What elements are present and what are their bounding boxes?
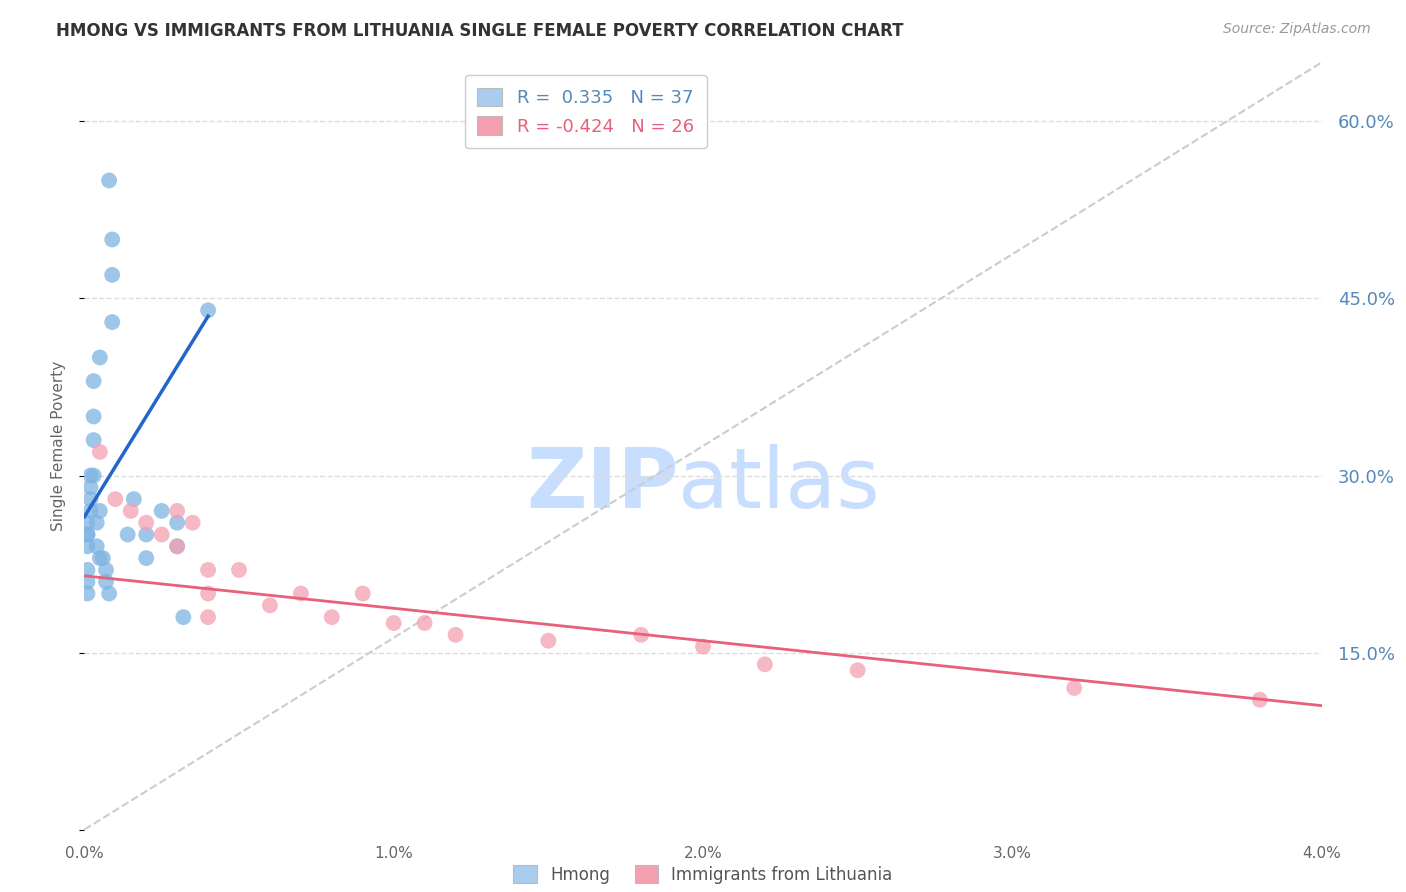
Point (83, 409, 105, 424)
Point (166, 539, 188, 553)
Point (166, 516, 188, 530)
Point (181, 516, 204, 530)
Text: Source: ZipAtlas.com: Source: ZipAtlas.com (1223, 22, 1371, 37)
Point (846, 663, 869, 677)
Point (76, 527, 98, 541)
Point (135, 551, 157, 566)
Point (172, 610, 194, 624)
Point (101, 315, 124, 329)
Point (101, 268, 124, 282)
Text: ZIP: ZIP (526, 444, 678, 524)
Point (76, 516, 98, 530)
Point (692, 640, 714, 654)
Point (79, 504, 101, 518)
Point (79, 468, 101, 483)
Point (166, 539, 188, 553)
Point (91, 551, 114, 566)
Point (135, 516, 157, 530)
Point (290, 586, 312, 600)
Point (135, 527, 157, 541)
Point (94, 574, 117, 589)
Point (76, 563, 98, 577)
Point (444, 628, 467, 642)
Point (98, 586, 121, 600)
Point (413, 615, 436, 630)
Point (259, 599, 281, 613)
Point (76, 574, 98, 589)
Point (150, 504, 173, 518)
Point (76, 527, 98, 541)
Point (228, 563, 250, 577)
Point (83, 374, 105, 388)
Point (321, 610, 343, 624)
Point (89, 351, 111, 365)
Point (98, 173, 121, 187)
Point (150, 527, 173, 541)
Point (120, 504, 142, 518)
Point (83, 433, 105, 447)
Point (630, 628, 652, 642)
Point (122, 492, 145, 507)
Point (86, 539, 108, 553)
Point (94, 563, 117, 577)
Point (79, 492, 101, 507)
Point (89, 551, 111, 566)
Text: atlas: atlas (678, 444, 880, 524)
Point (101, 232, 124, 246)
Point (83, 468, 105, 483)
Point (89, 504, 111, 518)
Point (166, 504, 188, 518)
Point (79, 480, 101, 494)
Text: HMONG VS IMMIGRANTS FROM LITHUANIA SINGLE FEMALE POVERTY CORRELATION CHART: HMONG VS IMMIGRANTS FROM LITHUANIA SINGL… (56, 22, 904, 40)
Legend: Hmong, Immigrants from Lithuania: Hmong, Immigrants from Lithuania (506, 859, 900, 890)
Point (76, 539, 98, 553)
Point (754, 657, 776, 672)
Point (86, 516, 108, 530)
Point (197, 610, 219, 624)
Point (197, 563, 219, 577)
Point (197, 303, 219, 318)
Point (1249, 692, 1271, 706)
Point (117, 527, 139, 541)
Point (1063, 681, 1085, 695)
Point (382, 615, 405, 630)
Point (104, 492, 127, 507)
Y-axis label: Single Female Poverty: Single Female Poverty (51, 361, 66, 531)
Point (197, 586, 219, 600)
Point (76, 586, 98, 600)
Point (352, 586, 374, 600)
Point (537, 633, 560, 648)
Point (89, 445, 111, 459)
